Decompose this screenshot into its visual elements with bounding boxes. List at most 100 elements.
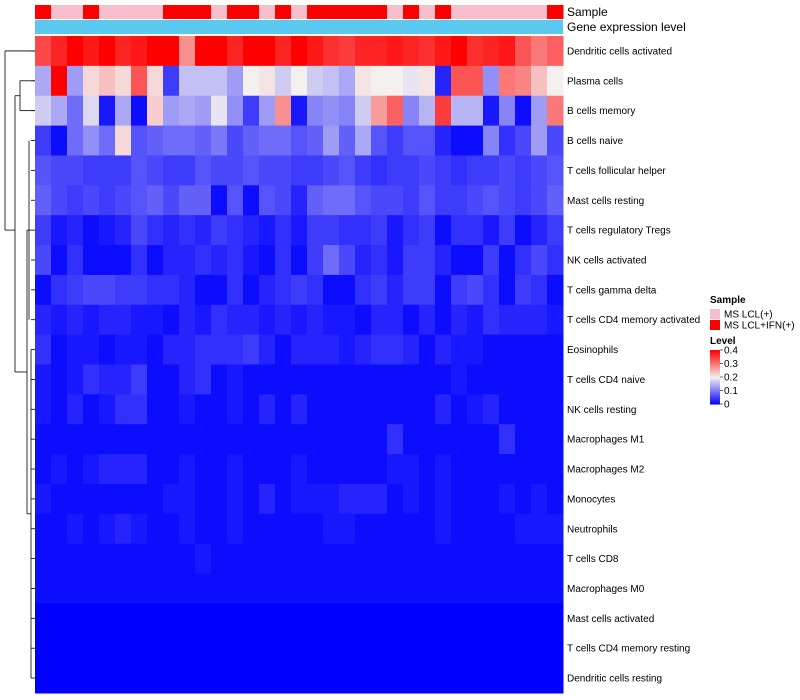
heatmap-cell [531, 543, 548, 575]
heatmap-cell [227, 663, 244, 694]
heatmap-cell [211, 125, 228, 156]
heatmap-cell [35, 663, 52, 694]
heatmap-cell [179, 633, 196, 664]
heatmap-cell [419, 394, 436, 425]
heatmap-cell [99, 483, 116, 515]
heatmap-cell [179, 304, 196, 336]
heatmap-cell [515, 274, 532, 306]
heatmap-cell [83, 633, 100, 664]
heatmap-cell [227, 215, 244, 246]
heatmap-cell [211, 155, 228, 186]
heatmap-cell [371, 663, 388, 694]
sample-annotation-cell [99, 5, 116, 19]
heatmap-cell [403, 394, 420, 425]
sample-annotation-cell [515, 5, 532, 19]
heatmap-cell [515, 543, 532, 575]
heatmap-cell [227, 185, 244, 216]
legend-gradient-step [710, 397, 720, 400]
heatmap-cell [515, 215, 532, 246]
sample-annotation-cell [307, 5, 324, 19]
heatmap-cell [67, 513, 84, 545]
heatmap-cell [243, 513, 260, 545]
heatmap-cell [467, 364, 484, 395]
heatmap-cell [243, 95, 260, 127]
heatmap-cell [483, 155, 500, 186]
sample-annotation-cell [371, 5, 388, 19]
sample-annotation-cell [163, 5, 180, 19]
heatmap-cell [83, 155, 100, 186]
heatmap-cell [291, 603, 308, 634]
heatmap-cell [419, 483, 436, 515]
heatmap-cell [51, 245, 68, 276]
heatmap-cell [483, 513, 500, 545]
heatmap-cell [291, 424, 308, 455]
heatmap-cell [531, 304, 548, 336]
heatmap-cell [547, 65, 564, 97]
heatmap-cell [467, 424, 484, 455]
heatmap-cell [259, 215, 276, 246]
heatmap-cell [67, 215, 84, 246]
heatmap-cell [83, 603, 100, 634]
heatmap-cell [435, 513, 452, 545]
heatmap-cell [147, 65, 164, 97]
heatmap-cell [515, 36, 532, 67]
legend-sample-label: MS LCL+IFN(+) [724, 321, 795, 332]
heatmap-cell [211, 454, 228, 485]
heatmap-cell [355, 573, 372, 604]
heatmap-cell [67, 573, 84, 604]
heatmap-cell [547, 633, 564, 664]
heatmap-cell [467, 95, 484, 127]
heatmap-cell [515, 185, 532, 216]
heatmap-cell [419, 274, 436, 306]
heatmap-cell [51, 274, 68, 306]
heatmap-cell [115, 215, 132, 246]
row-label: Macrophages M2 [567, 465, 645, 476]
heatmap-cell [147, 215, 164, 246]
heatmap-cell [163, 215, 180, 246]
heatmap-cell [243, 663, 260, 694]
heatmap-cell [499, 513, 516, 545]
heatmap-cell [67, 454, 84, 485]
heatmap-cell [131, 663, 148, 694]
heatmap-cell [387, 663, 404, 694]
heatmap-cell [211, 274, 228, 306]
heatmap-cell [211, 543, 228, 575]
heatmap-cell [531, 274, 548, 306]
heatmap-cell [99, 125, 116, 156]
heatmap-cell [195, 513, 212, 545]
heatmap-cell [275, 483, 292, 515]
heatmap-cell [499, 304, 516, 336]
heatmap-cell [275, 95, 292, 127]
heatmap-cell [195, 36, 212, 67]
heatmap-cell [499, 663, 516, 694]
heatmap-cell [115, 65, 132, 97]
sample-annotation-cell [547, 5, 564, 19]
heatmap-cell [387, 125, 404, 156]
heatmap-cell [227, 245, 244, 276]
heatmap-cell [243, 304, 260, 336]
heatmap-cell [291, 125, 308, 156]
heatmap-cell [243, 483, 260, 515]
legend-gradient-step [710, 393, 720, 396]
heatmap-cell [83, 364, 100, 395]
heatmap-cell [499, 155, 516, 186]
heatmap-cell [227, 424, 244, 455]
heatmap-cell [291, 245, 308, 276]
heatmap-cell [403, 424, 420, 455]
heatmap-cell [499, 274, 516, 306]
legend-gradient-step [710, 402, 720, 405]
heatmap-cell [499, 334, 516, 365]
heatmap-cell [355, 36, 372, 67]
legend-gradient-step [710, 395, 720, 398]
heatmap-cell [275, 125, 292, 156]
heatmap-cell [115, 364, 132, 395]
heatmap-cell [179, 95, 196, 127]
heatmap-cell [115, 543, 132, 575]
heatmap-cell [531, 633, 548, 664]
heatmap-cell [403, 334, 420, 365]
heatmap-cell [67, 125, 84, 156]
heatmap-cell [307, 304, 324, 336]
heatmap-cell [35, 334, 52, 365]
heatmap-cell [547, 95, 564, 127]
heatmap-cell [323, 95, 340, 127]
